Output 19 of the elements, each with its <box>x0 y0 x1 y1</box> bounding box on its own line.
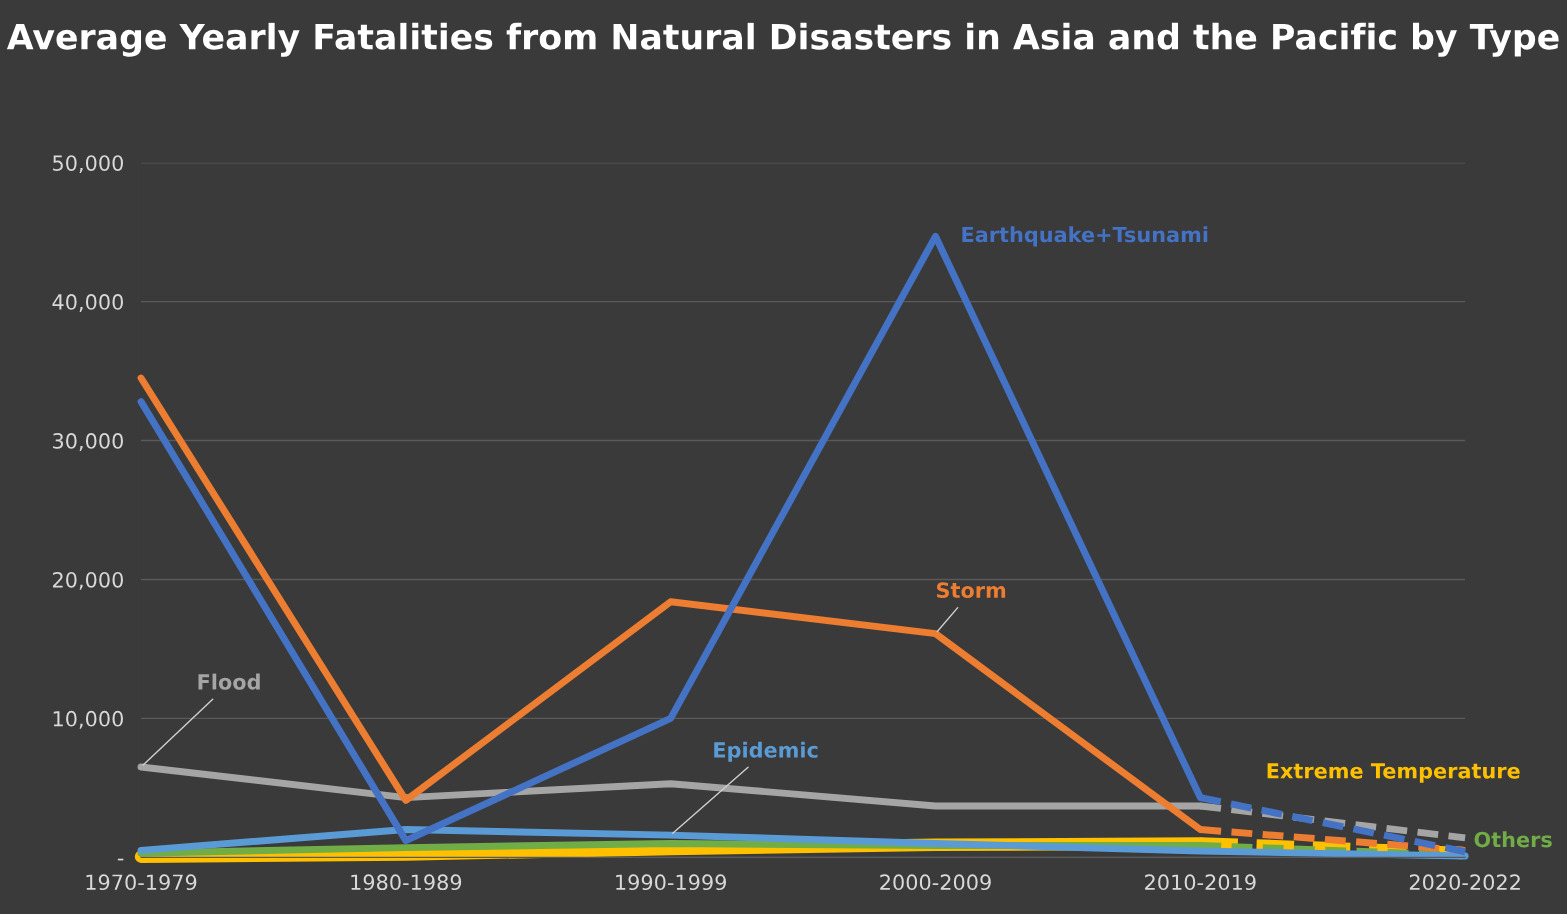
chart-title: Average Yearly Fatalities from Natural Disasters in Asia and the Pacific by Type <box>6 22 1559 57</box>
text: Extreme Temperature <box>1267 763 1520 783</box>
text: Epidemic <box>714 741 818 762</box>
text: Others <box>1474 831 1552 848</box>
y-tick-label: - <box>117 858 124 861</box>
y-tick-label: 40,000 <box>52 294 123 312</box>
x-tick-label: 2000-2009 <box>880 874 991 891</box>
y-tick-label: 20,000 <box>52 571 123 590</box>
y-tick-label: 50,000 <box>53 155 123 174</box>
y-tick-label: 10,000 <box>53 710 123 729</box>
x-tick-label: 1980-1989 <box>351 874 462 891</box>
x-tick-label: 2020-2022 <box>1409 874 1520 891</box>
text: Flood <box>198 673 260 690</box>
series-label: Storm <box>936 582 1006 599</box>
x-tick-label: 2010-2019 <box>1145 874 1256 891</box>
x-tick-label: 1970-1979 <box>86 874 197 891</box>
y-tick-label: 30,000 <box>53 433 123 451</box>
x-tick-label: 1990-1999 <box>616 874 726 891</box>
series-label: Earthquake+Tsunami <box>962 226 1208 247</box>
